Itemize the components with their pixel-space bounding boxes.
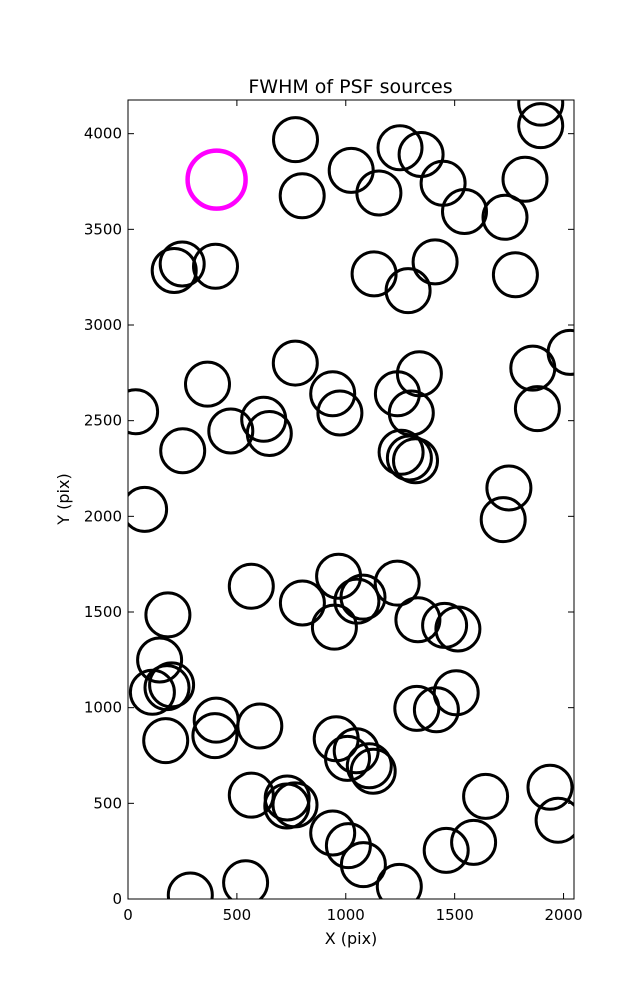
data-point <box>491 251 539 299</box>
y-tick-label: 1000 <box>84 699 122 717</box>
data-point <box>384 267 432 315</box>
data-point <box>158 240 206 288</box>
y-tick-label: 500 <box>93 794 122 812</box>
data-point <box>128 485 169 533</box>
data-point <box>373 559 421 607</box>
data-point <box>501 155 549 203</box>
data-point <box>375 862 423 899</box>
data-point <box>422 826 470 874</box>
data-point <box>143 664 191 712</box>
data-point <box>159 427 207 475</box>
data-point <box>339 841 387 889</box>
data-point <box>509 344 557 392</box>
data-point <box>526 763 574 811</box>
data-point <box>166 871 214 899</box>
y-tick-label: 4000 <box>84 125 122 143</box>
data-point <box>327 146 375 194</box>
data-point <box>191 712 239 760</box>
data-point <box>271 781 319 829</box>
data-point <box>272 116 319 164</box>
data-point <box>278 172 326 220</box>
data-point <box>434 605 482 653</box>
plot-frame <box>127 99 575 900</box>
data-point <box>222 859 270 899</box>
data-point <box>394 596 442 644</box>
y-tick-label: 2500 <box>84 412 122 430</box>
data-point <box>148 661 196 709</box>
data-point <box>412 686 460 734</box>
data-point <box>485 464 533 512</box>
data-point <box>207 407 255 455</box>
data-point <box>479 496 527 544</box>
data-point <box>324 734 371 782</box>
y-tick-label: 3500 <box>84 220 122 238</box>
data-point <box>377 428 425 476</box>
data-point <box>324 822 372 870</box>
data-point <box>271 339 319 387</box>
data-point <box>345 742 393 790</box>
x-tick-label: 500 <box>223 906 252 924</box>
data-point <box>534 796 574 844</box>
y-tick-label: 0 <box>112 890 122 908</box>
data-point <box>236 702 284 750</box>
y-tick-label: 2000 <box>84 507 122 525</box>
x-tick-label: 0 <box>123 906 133 924</box>
data-point <box>316 389 364 437</box>
chart-title: FWHM of PSF sources <box>248 76 452 98</box>
data-point <box>349 747 397 795</box>
data-point <box>128 668 176 716</box>
y-axis-label: Y (pix) <box>54 473 73 525</box>
data-point <box>462 772 510 820</box>
data-point <box>450 818 498 866</box>
data-point <box>350 250 398 298</box>
data-point <box>144 591 192 639</box>
data-point <box>227 562 275 610</box>
x-tick-label: 1000 <box>327 906 365 924</box>
x-tick-label: 1500 <box>436 906 474 924</box>
data-point <box>393 684 441 732</box>
y-tick-label: 1500 <box>84 603 122 621</box>
data-point <box>309 809 357 857</box>
marker-layer <box>128 100 574 899</box>
data-point <box>517 102 565 150</box>
data-point <box>376 124 424 172</box>
data-point <box>184 360 231 408</box>
data-point <box>392 437 439 485</box>
data-point <box>245 410 293 457</box>
data-point <box>150 247 198 294</box>
x-tick-label: 2000 <box>544 906 582 924</box>
data-point <box>339 573 387 621</box>
data-point <box>513 385 561 433</box>
highlight-marker <box>185 148 248 211</box>
data-point <box>227 771 275 819</box>
data-point <box>355 169 403 217</box>
data-point <box>432 669 480 717</box>
data-point <box>310 603 358 651</box>
data-point <box>517 100 565 127</box>
data-point <box>441 188 488 235</box>
data-point <box>411 238 459 286</box>
data-point <box>142 717 190 765</box>
axis-ticks: 0 500 1000 1500 2000 0 500 1000 1500 2000 2500 3000… <box>84 100 583 924</box>
data-point <box>136 636 184 684</box>
data-point <box>128 388 160 436</box>
x-axis-label: X (pix) <box>325 929 378 948</box>
data-point <box>309 370 357 418</box>
data-point <box>278 579 326 627</box>
data-point <box>385 434 433 482</box>
y-tick-label: 3000 <box>84 316 122 334</box>
data-point <box>387 389 435 437</box>
data-point <box>419 159 467 207</box>
data-point <box>481 193 529 241</box>
data-point <box>192 242 239 290</box>
